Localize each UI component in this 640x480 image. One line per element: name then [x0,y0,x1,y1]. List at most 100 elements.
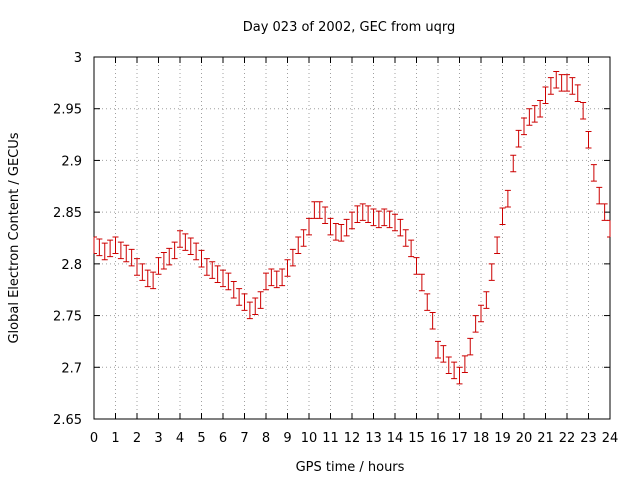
data-point-error-bar [408,239,415,258]
data-point-error-bar [150,271,157,290]
data-point-error-bar [128,248,135,267]
data-point-error-bar [93,236,97,255]
data-point-error-bar [590,164,597,182]
data-point-error-bar [289,248,296,267]
y-tick-label: 2.75 [53,310,82,325]
x-tick-label: 6 [219,431,227,446]
data-point-error-bar [499,207,506,226]
x-tick-label: 23 [580,431,597,446]
grid-lines [94,57,610,419]
data-point-error-bar [107,239,114,258]
data-point-error-bar [472,315,479,333]
data-point-error-bar [553,70,560,89]
data-point-error-bar [295,236,302,255]
data-point-error-bar [225,272,232,291]
x-tick-label: 4 [176,431,184,446]
data-point-error-bar [531,105,538,123]
data-point-error-bar [96,238,103,257]
data-point-error-bar [144,269,151,288]
data-point-error-bar [456,366,463,385]
data-point-error-bar [386,210,393,229]
data-point-error-bar [332,223,339,241]
x-tick-label: 22 [559,431,576,446]
data-point-error-bar [547,77,554,95]
data-point-error-bar [381,208,388,227]
x-tick-label: 12 [344,431,361,446]
data-point-error-bar [273,270,280,289]
data-point-error-bar [263,272,269,291]
x-tick-label: 18 [473,431,490,446]
data-point-error-bar [483,291,490,309]
data-point-error-bar [187,237,194,256]
x-tick-label: 1 [111,431,119,446]
data-point-error-bar [311,201,318,219]
error-bar-series [93,70,611,385]
x-tick-label: 21 [537,431,554,446]
data-point-error-bar [123,244,130,263]
data-point-error-bar [375,210,382,229]
data-point-error-bar [488,263,495,281]
y-tick-label: 2.7 [61,361,82,376]
data-point-error-bar [182,233,189,251]
x-tick-label: 10 [301,431,318,446]
data-point-error-bar [343,218,350,237]
data-point-error-bar [601,203,608,221]
data-point-error-bar [607,219,611,238]
data-point-error-bar [580,102,587,120]
y-axis-label: Global Electron Content / GECUs [7,132,22,343]
data-point-error-bar [306,217,312,236]
data-point-error-bar [574,84,581,102]
chart-title: Day 023 of 2002, GEC from uqrg [243,20,456,35]
data-point-error-bar [112,236,119,255]
x-tick-label: 13 [365,431,382,446]
data-point-error-bar [209,261,216,279]
data-point-error-bar [155,257,162,275]
x-tick-label: 14 [387,431,404,446]
data-point-error-bar [435,340,441,359]
x-tick-label: 17 [451,431,468,446]
data-point-error-bar [193,242,200,261]
data-point-error-bar [445,356,452,374]
data-point-error-bar [461,355,468,373]
data-point-error-bar [494,236,501,255]
x-tick-label: 5 [197,431,205,446]
data-point-error-bar [370,208,377,227]
data-point-error-bar [101,242,108,261]
y-tick-label: 2.95 [53,103,82,118]
data-point-error-bar [322,206,329,225]
data-point-error-bar [440,345,447,363]
data-point-error-bar [569,77,576,95]
data-point-error-bar [160,251,167,270]
data-point-error-bar [354,205,361,223]
data-point-error-bar [521,117,527,136]
data-point-error-bar [338,224,345,242]
data-point-error-bar [451,361,458,380]
data-point-error-bar [402,229,409,247]
x-tick-label: 15 [408,431,425,446]
data-point-error-bar [504,189,511,208]
data-point-error-bar [327,217,334,236]
data-point-error-bar [214,265,221,283]
data-point-error-bar [316,201,323,219]
data-point-error-bar [424,293,431,311]
x-tick-label: 7 [240,431,248,446]
data-point-error-bar [257,291,264,309]
data-point-error-bar [418,273,425,292]
data-point-error-bar [359,203,366,221]
x-tick-label: 19 [494,431,511,446]
data-point-error-bar [134,258,140,276]
y-tick-label: 2.85 [53,206,82,221]
data-point-error-bar [236,288,243,306]
data-point-error-bar [139,263,146,281]
data-point-error-bar [279,268,286,287]
data-point-error-bar [171,241,178,260]
data-point-error-bar [429,311,436,330]
x-tick-label: 8 [262,431,270,446]
data-point-error-bar [177,230,183,248]
data-point-error-bar [413,257,420,275]
x-tick-label: 2 [133,431,141,446]
data-point-error-bar [585,130,592,149]
data-point-error-bar [467,337,474,356]
y-tick-label: 2.9 [61,154,82,169]
